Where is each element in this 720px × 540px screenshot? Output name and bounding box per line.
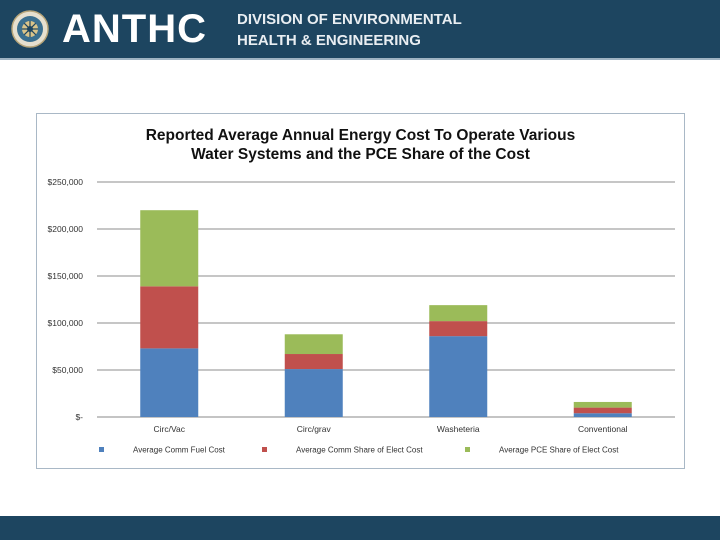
y-tick-label: $50,000 xyxy=(52,365,83,375)
bar-segment xyxy=(429,321,488,337)
division-line-1: DIVISION OF ENVIRONMENTAL xyxy=(237,11,462,28)
x-tick-label: Conventional xyxy=(578,424,628,434)
bar-segment xyxy=(573,401,632,408)
bar-segment xyxy=(573,413,632,417)
footer-bar xyxy=(0,516,720,540)
org-name: ANTHC xyxy=(62,7,207,51)
bar-segment xyxy=(573,407,632,414)
division-line-2: HEALTH & ENGINEERING xyxy=(237,32,421,49)
legend-swatch xyxy=(465,447,470,452)
legend-label: Average Comm Fuel Cost xyxy=(133,446,226,455)
bar-segment xyxy=(140,348,199,417)
legend-swatch xyxy=(99,447,104,452)
bar-segment xyxy=(429,336,488,417)
division-name: DIVISION OF ENVIRONMENTAL HEALTH & ENGIN… xyxy=(237,9,462,51)
bar-segment xyxy=(140,210,199,287)
bar-segment xyxy=(284,334,343,355)
header-banner: ANTHC DIVISION OF ENVIRONMENTAL HEALTH &… xyxy=(0,0,720,60)
bar-segment xyxy=(284,369,343,417)
x-tick-label: Washeteria xyxy=(437,424,480,434)
y-tick-label: $250,000 xyxy=(48,177,84,187)
legend-swatch xyxy=(262,447,267,452)
y-tick-label: $200,000 xyxy=(48,224,84,234)
y-tick-label: $150,000 xyxy=(48,271,84,281)
chart-title-line-2: Water Systems and the PCE Share of the C… xyxy=(191,146,530,163)
chart-frame: Reported Average Annual Energy Cost To O… xyxy=(36,113,685,469)
legend-label: Average PCE Share of Elect Cost xyxy=(499,446,619,455)
bar-segment xyxy=(284,354,343,370)
y-tick-label: $100,000 xyxy=(48,318,84,328)
chart-title-line-1: Reported Average Annual Energy Cost To O… xyxy=(145,127,576,144)
header-divider xyxy=(0,58,720,60)
bar-segment xyxy=(429,305,488,322)
x-tick-label: Circ/grav xyxy=(297,424,332,434)
bar-segment xyxy=(140,286,199,349)
legend-label: Average Comm Share of Elect Cost xyxy=(296,446,423,455)
chart-title: Reported Average Annual Energy Cost To O… xyxy=(37,126,684,164)
x-tick-label: Circ/Vac xyxy=(154,424,186,434)
stacked-bar-chart: $- $50,000 $100,000 $150,000 $200,000 $250,00… xyxy=(48,177,675,455)
y-tick-label: $- xyxy=(75,412,83,422)
anthc-seal-logo xyxy=(11,10,49,48)
